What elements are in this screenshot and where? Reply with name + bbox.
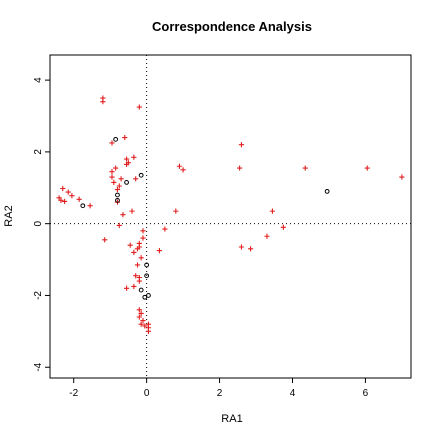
circle-point xyxy=(138,287,144,293)
plus-point xyxy=(61,198,68,205)
plus-point xyxy=(131,249,137,255)
plus-point xyxy=(116,222,122,229)
plus-point xyxy=(58,197,64,203)
plus-point xyxy=(140,317,146,324)
circle-point xyxy=(146,293,151,298)
plus-point xyxy=(138,310,144,316)
plus-point xyxy=(116,183,122,189)
plus-point xyxy=(76,196,82,202)
plus-point xyxy=(102,237,108,243)
circle-point xyxy=(324,188,330,194)
plus-point xyxy=(136,240,142,247)
plus-point xyxy=(129,208,135,214)
circle-point xyxy=(144,262,150,268)
plus-point xyxy=(69,193,75,199)
circle-point xyxy=(142,294,148,300)
plus-point xyxy=(237,165,243,171)
plus-point xyxy=(120,212,126,218)
plus-point xyxy=(176,163,183,169)
plus-point xyxy=(100,99,106,105)
plus-point xyxy=(114,186,121,193)
plus-point xyxy=(136,274,142,281)
plus-point xyxy=(109,174,115,180)
plus-point xyxy=(364,165,370,171)
y-axis: -4 -2 0 2 4 xyxy=(33,77,50,372)
plus-point xyxy=(123,156,130,162)
plus-point xyxy=(138,255,144,261)
plus-point xyxy=(136,307,142,313)
plus-point xyxy=(138,321,144,327)
plus-point xyxy=(238,142,245,148)
chart-title: Correspondence Analysis xyxy=(152,19,312,34)
plus-point xyxy=(133,176,139,182)
plus-point xyxy=(131,283,137,290)
plus-point xyxy=(264,233,270,239)
plus-point xyxy=(131,154,137,160)
y-axis-label: RA2 xyxy=(3,205,15,226)
x-tick-label: 0 xyxy=(144,388,150,399)
circle-point xyxy=(115,197,120,203)
plot-frame xyxy=(49,54,412,379)
x-tick-label: -2 xyxy=(69,388,78,399)
y-tick-label: 2 xyxy=(33,149,44,155)
plus-point xyxy=(60,185,66,192)
circle-point xyxy=(124,180,129,185)
x-axis-label: RA1 xyxy=(221,413,242,425)
x-axis: -2 0 2 4 6 xyxy=(69,378,369,399)
plus-point xyxy=(173,208,179,214)
plus-point xyxy=(302,165,308,171)
plus-point xyxy=(136,104,142,110)
plus-point xyxy=(156,247,162,254)
plus-point xyxy=(123,285,130,291)
reference-lines xyxy=(50,55,411,378)
plus-point xyxy=(122,134,128,141)
plus-point xyxy=(145,328,152,334)
plus-point xyxy=(118,176,124,182)
x-tick-label: 2 xyxy=(217,388,223,399)
y-tick-label: -2 xyxy=(33,291,44,300)
plus-point xyxy=(269,208,276,214)
plus-point xyxy=(113,165,119,171)
plus-point xyxy=(136,314,142,320)
plus-point xyxy=(142,323,148,329)
plus-point xyxy=(280,224,286,230)
plus-point xyxy=(238,244,245,250)
plus-point xyxy=(133,273,139,279)
plus-point xyxy=(109,169,115,175)
plus-point xyxy=(399,174,405,180)
data-points xyxy=(56,95,405,334)
circle-point xyxy=(144,273,150,279)
circle-point xyxy=(80,203,86,209)
plus-point xyxy=(134,262,141,268)
plus-point xyxy=(111,179,117,186)
plus-point xyxy=(125,160,131,166)
plus-point xyxy=(65,189,71,195)
plus-point xyxy=(180,167,186,173)
plus-point xyxy=(247,246,254,252)
plus-point xyxy=(87,203,93,209)
plus-point xyxy=(162,226,168,232)
x-tick-label: 4 xyxy=(290,388,296,399)
circle-point xyxy=(138,172,144,178)
plus-point xyxy=(127,242,133,248)
plus-point xyxy=(140,228,146,234)
x-tick-label: 6 xyxy=(363,388,369,399)
plus-point xyxy=(140,235,146,241)
y-tick-label: 0 xyxy=(33,220,44,226)
circle-point xyxy=(113,136,119,142)
y-tick-label: -4 xyxy=(33,362,44,371)
y-tick-label: 4 xyxy=(33,77,44,83)
circle-point xyxy=(115,192,120,198)
plus-point xyxy=(109,140,115,146)
